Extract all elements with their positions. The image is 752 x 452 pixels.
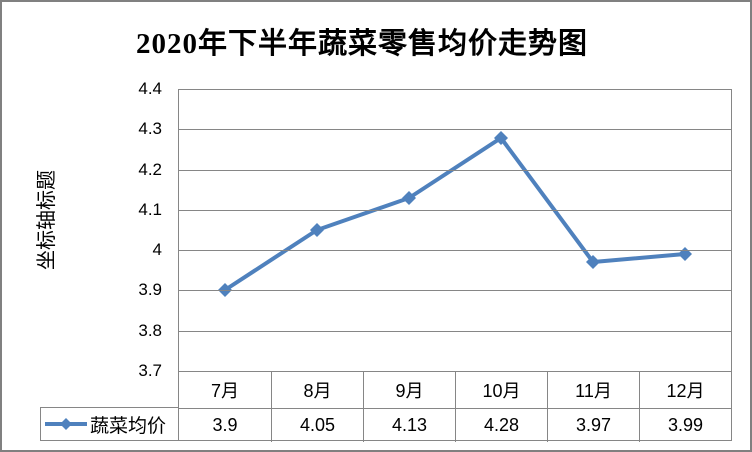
horizontal-gridline — [179, 129, 731, 131]
series-line — [223, 135, 686, 292]
value-cell: 4.28 — [455, 408, 547, 442]
legend[interactable]: 蔬菜均价 — [40, 407, 178, 441]
y-axis-tick-label: 4.3 — [138, 119, 162, 139]
value-cell: 3.9 — [179, 408, 271, 442]
value-cell: 3.99 — [639, 408, 731, 442]
data-point-diamond-marker[interactable] — [586, 255, 600, 269]
category-header-cell: 12月 — [639, 372, 731, 408]
category-header-cell: 11月 — [547, 372, 639, 408]
legend-line-diamond-marker-icon — [45, 418, 87, 430]
category-header-cell: 7月 — [210, 381, 239, 401]
data-point-diamond-marker[interactable] — [310, 223, 324, 237]
data-point-diamond-marker[interactable] — [494, 131, 508, 145]
data-point-diamond-marker[interactable] — [218, 283, 232, 297]
category-header-cell: 10月 — [455, 372, 547, 408]
horizontal-gridline — [179, 290, 731, 292]
plot-area[interactable] — [178, 89, 732, 371]
y-axis-tick-label: 3.7 — [138, 361, 162, 380]
data-table: 7月 8月 9月 10月 11月 12月 3.9 4.05 4.13 4.28 3.97 3.99 — [178, 371, 732, 442]
y-axis-tick-label: 4.1 — [138, 199, 162, 219]
value-cell: 3.97 — [547, 408, 639, 442]
horizontal-gridline — [179, 250, 731, 252]
y-axis-tick-label: 3.9 — [138, 280, 162, 300]
y-axis-tick-label: 4.2 — [138, 159, 162, 179]
y-axis-tick-label: 4.4 — [138, 79, 162, 98]
category-header-cell: 9月 — [363, 372, 455, 408]
horizontal-gridline — [179, 330, 731, 332]
y-axis-tick-label: 4 — [152, 240, 162, 260]
data-point-diamond-marker[interactable] — [402, 191, 416, 205]
value-cell: 4.13 — [363, 408, 455, 442]
series-line-vegetable-average-price[interactable] — [179, 90, 731, 370]
chart-title[interactable]: 2020年下半年蔬菜零售均价走势图 — [135, 28, 588, 60]
horizontal-gridline — [179, 209, 731, 211]
category-header-cell: 8月 — [271, 372, 363, 408]
legend-series-label: 蔬菜均价 — [90, 415, 167, 437]
horizontal-gridline — [179, 169, 731, 171]
data-point-diamond-marker[interactable] — [678, 247, 692, 261]
y-axis-title[interactable]: 坐标轴标题 — [36, 170, 58, 270]
value-cell: 4.05 — [271, 408, 363, 442]
y-axis-tick-label: 3.8 — [138, 320, 162, 340]
